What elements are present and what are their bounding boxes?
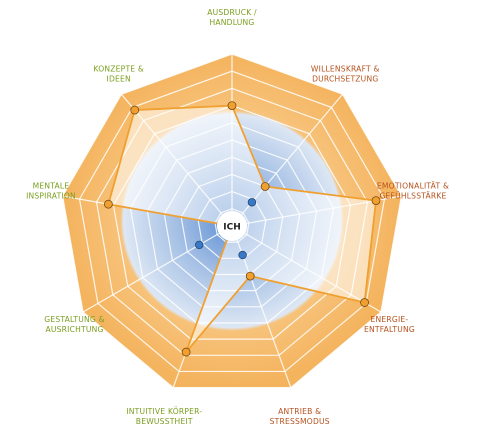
grid-ring	[61, 53, 403, 389]
axis-label: WILLENSKRAFT & DURCHSETZUNG	[311, 64, 380, 83]
axis-label-line: ENERGIE-	[371, 315, 409, 324]
axis-label-line: GESTALTUNG &	[44, 315, 104, 324]
axis-label: MENTALE INSPIRATION	[26, 182, 76, 201]
center-label: ICH	[223, 223, 241, 233]
axis-label: KONZEPTE & IDEEN	[93, 64, 144, 83]
series-point	[260, 182, 270, 191]
axis-label: ENERGIE-ENTFALTUNG	[364, 315, 415, 334]
radar-axis-labels: AUSDRUCK / HANDLUNG WILLENSKRAFT & DURCHSET…	[26, 8, 449, 426]
axis-label-line: AUSDRUCK /	[207, 8, 257, 17]
series-point	[227, 101, 237, 110]
center-circle	[217, 211, 247, 241]
axis-label-line: INTUITIVE KÖRPER-	[126, 407, 202, 416]
radar-center: ICH	[217, 211, 247, 241]
axis-label-line: DURCHSETZUNG	[312, 74, 378, 83]
series-point	[130, 105, 140, 115]
axis-label-line: IDEEN	[107, 74, 131, 83]
axis-label: GESTALTUNG & AUSRICHTUNG	[44, 315, 104, 334]
series-line	[107, 104, 377, 353]
axis-label: ANTRIEB & STRESSMODUS	[270, 407, 330, 426]
axis-label-line: WILLENSKRAFT &	[311, 64, 380, 73]
axis-label: INTUITIVE KÖRPER-BEWUSSTHEIT	[126, 407, 202, 426]
series-point	[245, 271, 255, 281]
baseline-point	[247, 198, 257, 207]
axis-label-line: MENTALE	[33, 182, 70, 191]
axis-label-line: ANTRIEB &	[278, 407, 321, 416]
grid-spoke	[82, 225, 233, 313]
grid-ring	[78, 70, 386, 373]
axis-label-line: AUSRICHTUNG	[45, 325, 103, 334]
axis-label-line: ENTFALTUNG	[364, 325, 415, 334]
axis-label-line: INSPIRATION	[26, 192, 76, 201]
axis-label: AUSDRUCK / HANDLUNG	[207, 8, 257, 27]
series-point	[360, 298, 369, 307]
baseline-point	[195, 240, 204, 250]
axis-label-line: BEWUSSTHEIT	[136, 417, 193, 426]
series-point	[181, 347, 191, 357]
axis-label-line: HANDLUNG	[209, 18, 254, 27]
axis-label-line: EMOTIONALITÄT &	[377, 182, 449, 191]
baseline-point	[238, 250, 247, 260]
axis-label-line: STRESSMODUS	[270, 417, 330, 426]
axis-label-line: GEFÜHLSSTÄRKE	[379, 192, 446, 201]
series-point	[371, 196, 381, 206]
axis-label-line: KONZEPTE &	[93, 64, 144, 73]
axis-label: EMOTIONALITÄT & GEFÜHLSSTÄRKE	[377, 182, 449, 201]
series-point	[103, 199, 113, 209]
